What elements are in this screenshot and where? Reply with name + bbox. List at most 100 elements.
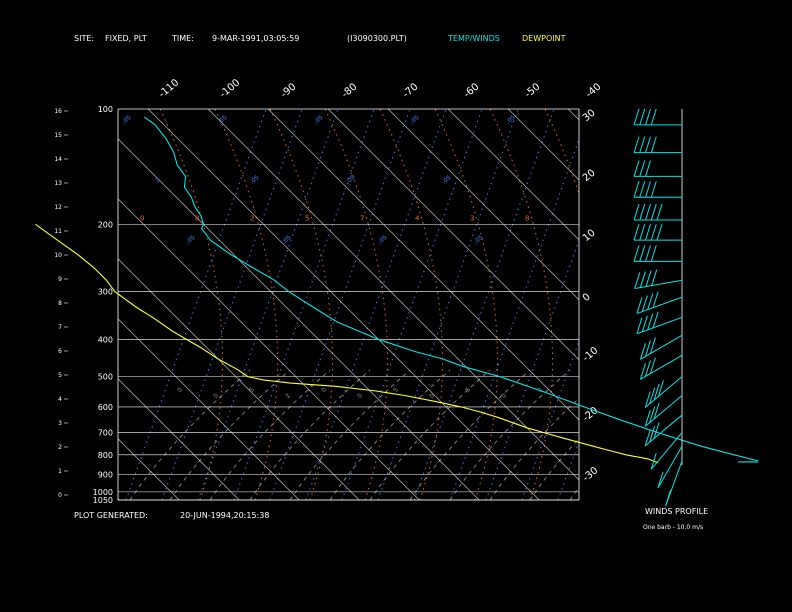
legend-dewpoint: DEWPOINT	[522, 34, 566, 43]
mixing-ratio-label: .05	[281, 234, 293, 246]
header: SITE: FIXED, PLT TIME: 9-MAR-1991,03:05:…	[74, 34, 566, 43]
wind-barb-flag	[656, 223, 663, 241]
plot-frame	[117, 108, 580, 501]
wind-barb-flag	[649, 426, 656, 443]
plot-generated-value: 20-JUN-1994,20:15:38	[180, 511, 269, 520]
moist-adiabat-label: 0	[536, 386, 544, 394]
moist-adiabat-label: 0	[176, 386, 184, 394]
moist-adiabat-curve	[489, 397, 579, 500]
footer: PLOT GENERATED: 20-JUN-1994,20:15:38	[74, 511, 269, 520]
wind-barb-flag	[653, 383, 660, 401]
wind-barb-staff	[640, 334, 683, 360]
moist-adiabat-curve	[529, 438, 579, 500]
isobars	[118, 223, 579, 501]
time-value: 9-MAR-1991,03:05:59	[212, 34, 299, 43]
isotherm-line	[118, 198, 420, 500]
height-tick-label: 15	[54, 132, 62, 139]
wind-barb-flag	[645, 223, 651, 241]
moist-adiabat-curve	[369, 369, 491, 500]
wind-barb-flag	[644, 340, 651, 357]
wind-barb-flag	[653, 422, 660, 439]
pressure-tick-label: 500	[98, 373, 113, 382]
pressure-tick-label: 900	[98, 470, 113, 479]
mixing-ratio-label: .05	[377, 234, 389, 246]
moist-adiabat-label: 0	[428, 392, 436, 400]
wind-barb-flag	[647, 293, 654, 310]
wind-barb-flag	[650, 453, 657, 470]
wind-barb-flag	[650, 223, 657, 241]
wind-barb-staff	[636, 296, 683, 315]
wind-barb-flag	[633, 160, 640, 177]
dry-adiabat-label: 5	[305, 214, 309, 222]
temperature-profile-line	[143, 116, 759, 462]
height-tick-label: 13	[54, 180, 62, 187]
wind-barb-flag	[633, 181, 640, 198]
wind-barb-flag	[653, 402, 660, 420]
isotherm-line	[207, 109, 579, 481]
wind-barb-flag	[634, 272, 641, 289]
mixing-ratio-label: .05	[217, 114, 229, 126]
wind-barb-flag	[645, 245, 651, 262]
dry-adiabat-label: 8	[195, 214, 199, 222]
wind-barb-flag	[649, 337, 656, 354]
isotherm-line	[118, 318, 300, 500]
wind-barb-staff	[634, 279, 683, 290]
dry-adiabat-curve	[544, 109, 579, 196]
height-tick-label: 11	[54, 228, 62, 235]
sounding-profiles	[35, 116, 759, 464]
wind-barb-flag	[633, 203, 640, 221]
pressure-tick-label: 600	[98, 403, 113, 412]
height-tick-label: 3	[58, 420, 62, 427]
wind-barb-flag	[650, 136, 657, 153]
wind-barb-flag	[645, 136, 651, 153]
moist-adiabat-label: 0	[500, 392, 508, 400]
dry-adiabat-curve	[269, 109, 333, 500]
wind-barb-staff	[650, 432, 683, 470]
wind-barb-flag	[644, 360, 651, 377]
isotherm-line	[507, 109, 579, 181]
height-tick-label: 12	[54, 204, 62, 211]
mixing-ratio-label: .05	[505, 114, 517, 126]
wind-barb-flag	[639, 223, 646, 241]
pressure-tick-label: 300	[98, 288, 113, 297]
mixing-ratio-label: .2	[153, 176, 162, 185]
moist-adiabat-label: 0	[320, 386, 328, 394]
dry-adiabat-curve	[324, 109, 388, 500]
pressure-tick-label: 200	[98, 220, 113, 229]
wind-barb-flag	[650, 203, 657, 221]
wind-barb-flag	[639, 363, 646, 380]
wind-barb-flag	[645, 108, 651, 125]
mixing-ratio-label: .05	[473, 234, 485, 246]
pressure-tick-label: 1050	[93, 496, 113, 505]
height-tick-label: 9	[58, 276, 62, 283]
site-value: FIXED, PLT	[105, 34, 147, 43]
dry-adiabat-curve	[159, 109, 223, 500]
wind-barb-flag	[651, 269, 658, 286]
wind-barb-flag	[650, 245, 657, 262]
wind-barb-staff	[644, 395, 683, 427]
height-tick-label: 10	[54, 252, 62, 259]
isotherm-line	[327, 109, 579, 361]
wind-barb-staff	[636, 316, 683, 335]
pressure-tick-label: 700	[98, 429, 113, 438]
wind-barb-flag	[657, 471, 664, 488]
wind-barb-flag	[639, 136, 646, 153]
moist-adiabat-curve	[329, 369, 451, 500]
legend-temp-winds: TEMP/WINDS	[447, 34, 500, 43]
mixing-ratio-label: .05	[121, 114, 133, 126]
moist-adiabat-label: 0	[356, 392, 364, 400]
wind-barb-flag	[633, 108, 640, 125]
wind-barb-staff	[640, 354, 683, 380]
wind-barb-flag	[636, 317, 643, 334]
winds-profile-note: One barb - 10.0 m/s	[643, 524, 703, 531]
moist-adiabat-label: 5	[392, 386, 400, 394]
height-tick-label: 5	[58, 372, 62, 379]
wind-barb-flag	[652, 311, 659, 328]
wind-barb-flag	[649, 387, 656, 404]
dry-adiabat-label: 3	[470, 214, 474, 222]
wind-barb-flag	[649, 406, 656, 423]
isotherm-line	[118, 138, 480, 500]
plot-generated-label: PLOT GENERATED:	[74, 511, 148, 520]
wind-barb-flag	[645, 203, 651, 221]
height-tick-label: 6	[58, 348, 62, 355]
